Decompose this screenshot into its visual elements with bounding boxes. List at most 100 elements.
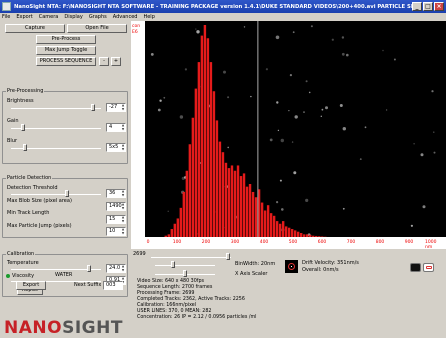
- particle-dot: [227, 96, 229, 98]
- particle-dot: [278, 130, 279, 131]
- preprocessing-group: Pre-Processing Brightness -27▲▼ Gain 4▲▼…: [2, 91, 128, 164]
- particle-dot: [411, 225, 413, 227]
- camera-icon[interactable]: [410, 263, 421, 272]
- frame-slider-thumb[interactable]: [226, 253, 230, 260]
- histogram-bar: [240, 176, 242, 237]
- histogram-bar: [237, 165, 239, 237]
- menu-export[interactable]: Export: [16, 13, 32, 21]
- gain-field[interactable]: 4▲▼: [106, 123, 126, 132]
- particle-dot: [346, 54, 349, 57]
- close-icon[interactable]: ×: [434, 2, 444, 11]
- particle-dot: [159, 100, 161, 102]
- brightness-slider[interactable]: [11, 108, 101, 109]
- gain-slider-thumb[interactable]: [21, 124, 25, 131]
- detection-threshold-field[interactable]: 36▲▼: [106, 189, 126, 198]
- particle-dot: [281, 139, 284, 142]
- histogram-bar: [255, 197, 257, 237]
- particle-dot: [270, 139, 273, 142]
- bin-width-slider-thumb[interactable]: [171, 261, 175, 268]
- min-track-length-field[interactable]: 15▲▼: [106, 215, 126, 224]
- frame-slider[interactable]: [151, 257, 231, 258]
- particle-dot: [434, 152, 436, 154]
- nanosight-logo: NANOSIGHT: [4, 318, 123, 338]
- particle-histogram: [145, 21, 446, 237]
- particle-dot: [227, 147, 229, 149]
- menu-graphs[interactable]: Graphs: [89, 13, 107, 21]
- app-icon: [2, 2, 11, 11]
- particle-dot: [332, 39, 334, 41]
- particle-dot: [321, 116, 322, 117]
- bin-width-slider[interactable]: [155, 265, 215, 266]
- maximize-icon[interactable]: □: [423, 2, 433, 11]
- video-size: Video Size: 640 x 480 30fps: [137, 279, 204, 284]
- histogram-bar: [207, 38, 209, 237]
- particle-dot: [309, 92, 311, 94]
- temperature-slider-thumb[interactable]: [87, 265, 91, 272]
- y-axis-label-line2: E6: [132, 30, 138, 35]
- detection-threshold-thumb[interactable]: [65, 190, 69, 197]
- window-title: NanoSight NTA: F:\NANOSIGHT NTA SOFTWARE…: [14, 4, 412, 10]
- max-particle-jump-field[interactable]: 10▲▼: [106, 227, 126, 236]
- next-suffix-field[interactable]: 003: [103, 281, 123, 290]
- viscosity-label: Viscosity: [12, 273, 34, 279]
- viscosity-indicator: [6, 274, 10, 278]
- max-particle-jump-label: Max Particle Jump (pixels): [7, 223, 72, 229]
- histogram-bar: [264, 211, 266, 238]
- open-file-button[interactable]: Open File: [67, 24, 127, 33]
- particle-dot: [223, 71, 226, 74]
- particle-dot: [250, 96, 251, 97]
- calibration-title: Calibration: [6, 251, 35, 257]
- blur-label: Blur: [7, 138, 17, 144]
- menu-bar: File Export Camera Display Graphs Advanc…: [0, 13, 446, 21]
- pre-process-button[interactable]: Pre-Process: [36, 35, 96, 44]
- stop-button[interactable]: -: [99, 57, 109, 66]
- menu-advanced[interactable]: Advanced: [113, 13, 138, 21]
- particle-dot: [360, 158, 362, 160]
- menu-display[interactable]: Display: [64, 13, 82, 21]
- histogram-bar: [195, 89, 197, 237]
- y-axis: con E6: [131, 21, 145, 249]
- temperature-field[interactable]: 24.0▲▼: [106, 264, 126, 273]
- user-lines-info: USER LINES: 370, 0 MEAN: 282: [137, 309, 211, 314]
- particle-dot: [394, 59, 396, 61]
- x-tick-900: 900: [405, 240, 414, 245]
- x-axis-scaler-thumb[interactable]: [183, 270, 187, 277]
- histogram-bar: [189, 144, 191, 237]
- particle-dot: [196, 30, 199, 33]
- particle-dot: [290, 74, 292, 76]
- particle-dot: [168, 211, 169, 212]
- drift-overall: Overall: 0nm/s: [302, 267, 339, 273]
- x-tick-500: 500: [289, 240, 298, 245]
- minimize-icon[interactable]: _: [412, 2, 422, 11]
- title-bar: NanoSight NTA: F:\NANOSIGHT NTA SOFTWARE…: [0, 0, 446, 13]
- blur-field[interactable]: 5x5▲▼: [106, 143, 126, 152]
- blur-slider-thumb[interactable]: [23, 144, 27, 151]
- viscosity-liquid: WATER: [55, 272, 72, 278]
- menu-camera[interactable]: Camera: [39, 13, 59, 21]
- particle-dot: [305, 199, 308, 202]
- process-sequence-button[interactable]: PROCESS SEQUENCE: [36, 57, 96, 66]
- particle-dot: [180, 115, 183, 118]
- histogram-bar: [261, 203, 263, 237]
- histogram-bar: [222, 152, 224, 237]
- next-suffix-label: Next Suffix: [74, 282, 101, 288]
- max-blob-size-field[interactable]: 1490▲▼: [106, 202, 126, 211]
- brightness-slider-thumb[interactable]: [91, 104, 95, 111]
- x-axis-scaler-label: X Axis Scaler: [235, 271, 268, 277]
- particle-dot: [322, 109, 324, 111]
- menu-file[interactable]: File: [2, 13, 10, 21]
- plus-button[interactable]: +: [111, 57, 121, 66]
- x-tick-100: 100: [173, 240, 182, 245]
- max-jump-toggle-button[interactable]: Max Jump Toggle: [36, 46, 96, 55]
- menu-help[interactable]: Help: [143, 13, 154, 21]
- capture-button[interactable]: Capture: [5, 24, 65, 33]
- histogram-bar: [171, 229, 173, 237]
- particle-dot: [151, 53, 154, 56]
- brightness-field[interactable]: -27▲▼: [106, 103, 126, 112]
- completed-tracks: Completed Tracks: 2362, Active Tracks: 2…: [137, 297, 245, 302]
- particle-dot: [423, 205, 426, 208]
- export-button[interactable]: Export: [16, 281, 46, 290]
- control-panel: Capture Open File Pre-Process Max Jump T…: [0, 21, 131, 325]
- snapshot-icon[interactable]: [423, 263, 434, 272]
- detection-threshold-slider[interactable]: [11, 194, 101, 195]
